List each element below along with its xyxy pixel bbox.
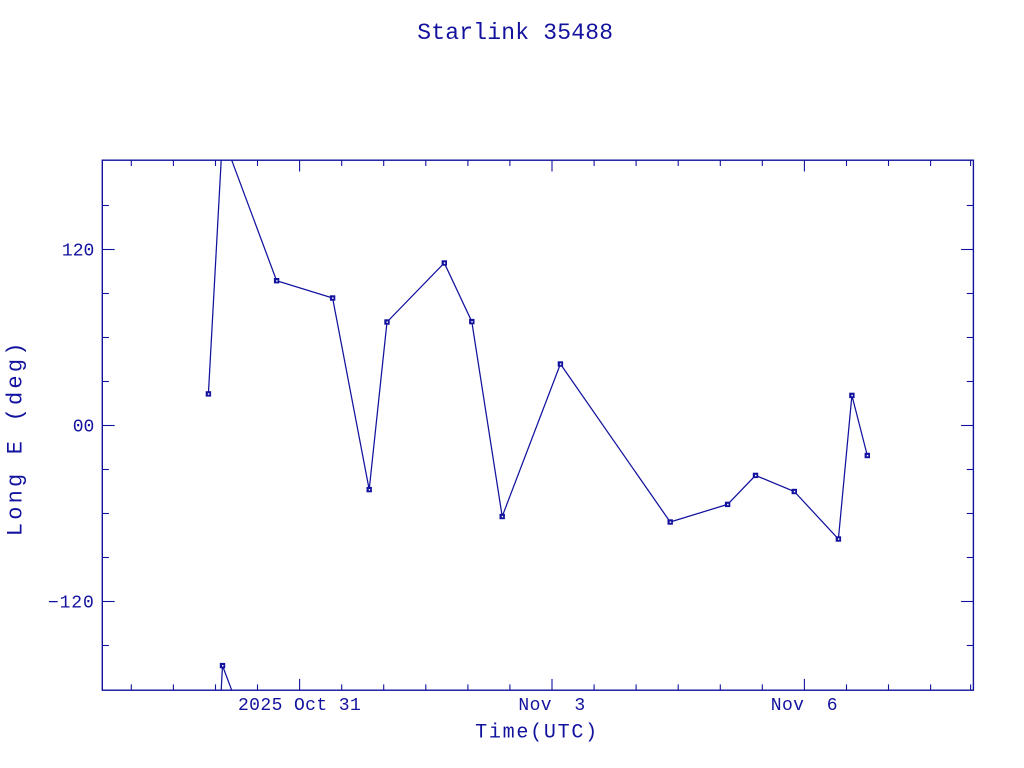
- svg-text:Nov 3: Nov 3: [518, 696, 585, 716]
- svg-text:00: 00: [73, 418, 95, 438]
- svg-text:−120: −120: [48, 594, 95, 614]
- svg-text:Starlink 35488: Starlink 35488: [417, 20, 613, 46]
- svg-text:120: 120: [62, 242, 94, 262]
- svg-text:Long E (deg): Long E (deg): [4, 339, 29, 536]
- svg-text:2025 Oct 31: 2025 Oct 31: [238, 696, 361, 716]
- svg-text:Time(UTC): Time(UTC): [475, 722, 599, 745]
- svg-text:Nov 6: Nov 6: [771, 696, 838, 716]
